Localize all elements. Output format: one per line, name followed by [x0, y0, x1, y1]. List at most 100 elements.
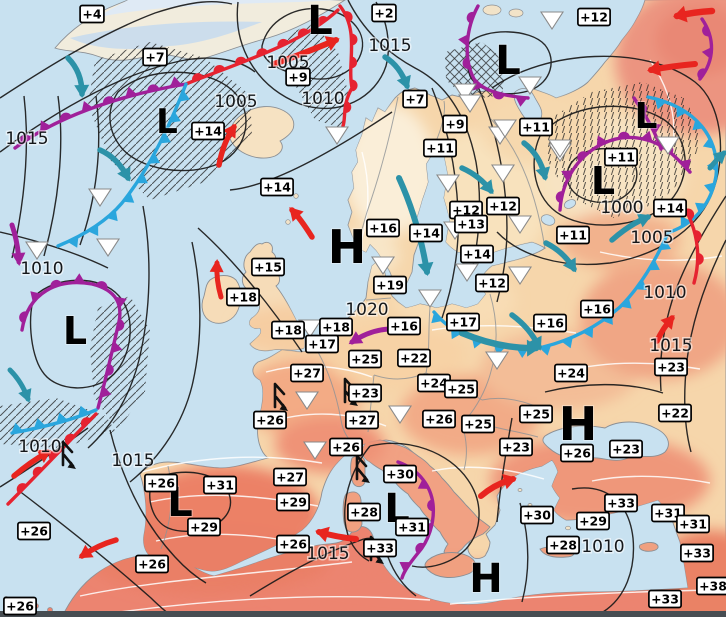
temperature-label: +33: [680, 543, 714, 563]
temperature-label: +23: [348, 383, 382, 403]
temperature-label: +4: [79, 4, 105, 24]
svg-text:+22: +22: [400, 351, 428, 366]
teal-wind-arrow: [458, 329, 540, 357]
svg-text:+30: +30: [386, 467, 414, 482]
svg-text:+7: +7: [405, 92, 424, 107]
svg-text:+11: +11: [607, 150, 635, 165]
svg-text:+16: +16: [390, 319, 418, 334]
isobar-label: 1015: [306, 544, 349, 564]
red-wind-arrow: [289, 207, 315, 240]
temperature-label: +23: [499, 437, 533, 457]
svg-text:+33: +33: [683, 546, 711, 561]
temperature-label: +26: [144, 473, 178, 493]
temperature-label: +26: [329, 437, 363, 457]
isobar-label: 1020: [345, 300, 388, 320]
lake: [563, 199, 577, 209]
temperature-label: +31: [203, 475, 237, 495]
svg-text:+26: +26: [279, 537, 307, 552]
temperature-label: +18: [319, 317, 353, 337]
svg-text:+26: +26: [6, 599, 34, 614]
temperature-label: +13: [454, 214, 488, 234]
temperature-label: +33: [648, 589, 682, 609]
temperature-label: +26: [17, 521, 51, 541]
occluded-front: [13, 76, 188, 150]
temperature-label: +14: [653, 198, 687, 218]
isobar-label: 1010: [581, 537, 624, 557]
temperature-label: +26: [253, 410, 287, 430]
svg-text:+14: +14: [412, 226, 440, 241]
svg-text:+7: +7: [145, 50, 164, 65]
svg-text:+14: +14: [194, 124, 222, 139]
svg-text:+9: +9: [445, 117, 464, 132]
temperature-label: +15: [251, 257, 285, 277]
low-pressure-center: L: [635, 96, 658, 137]
svg-text:+31: +31: [679, 517, 707, 532]
temperature-label: +22: [397, 348, 431, 368]
cold-front: [56, 82, 190, 248]
temperature-label: +25: [348, 349, 382, 369]
high-pressure-center: H: [328, 220, 367, 274]
red-wind-arrow: [315, 526, 359, 543]
svg-text:+33: +33: [607, 496, 635, 511]
temperature-label: +24: [554, 363, 588, 383]
red-wind-arrow: [78, 537, 119, 559]
red-wind-arrow: [209, 259, 224, 300]
cold-front: [10, 405, 98, 435]
isobar-label: 1005: [214, 92, 257, 112]
shower-triangle-icon: [492, 119, 518, 139]
svg-text:+23: +23: [612, 442, 640, 457]
temperature-label: +29: [187, 517, 221, 537]
shower-triangle-icon: [452, 83, 478, 103]
red-wind-arrow: [216, 123, 237, 168]
svg-text:+26: +26: [20, 524, 48, 539]
warm-front: [338, 4, 358, 128]
svg-text:+23: +23: [502, 440, 530, 455]
svg-text:+27: +27: [293, 366, 321, 381]
shower-triangle-icon: [435, 174, 461, 194]
temperature-label: +9: [442, 114, 468, 134]
temperature-label: +14: [260, 177, 294, 197]
svg-text:+9: +9: [288, 70, 307, 85]
shower-triangle-icon: [87, 188, 113, 208]
red-wind-arrow: [654, 314, 675, 344]
isobar-label: 1015: [111, 451, 154, 471]
svg-text:+11: +11: [426, 141, 454, 156]
cold-front: [646, 95, 719, 234]
svg-text:+25: +25: [522, 407, 550, 422]
svg-text:+14: +14: [263, 180, 291, 195]
temperature-label: +16: [533, 313, 567, 333]
svg-text:+2: +2: [374, 6, 393, 21]
red-wind-arrow: [11, 449, 52, 479]
svg-text:+18: +18: [322, 320, 350, 335]
temperature-label: +26: [135, 554, 169, 574]
temperature-label: +22: [658, 403, 692, 423]
shower-triangle-icon: [507, 266, 533, 286]
warm-front: [184, 8, 340, 86]
shower-triangle-icon: [387, 405, 413, 425]
temperature-label: +18: [271, 320, 305, 340]
temperature-label: +26: [560, 443, 594, 463]
red-wind-arrow: [647, 60, 698, 77]
temperature-label: +11: [556, 225, 590, 245]
temperature-label: +16: [387, 316, 421, 336]
teal-wind-arrow: [707, 150, 726, 171]
svg-text:+16: +16: [369, 221, 397, 236]
svg-text:+28: +28: [350, 505, 378, 520]
svg-text:+26: +26: [147, 476, 175, 491]
temperature-label: +25: [461, 414, 495, 434]
svg-text:+24: +24: [557, 366, 585, 381]
svg-text:+23: +23: [657, 360, 685, 375]
purple-wind-arrow: [9, 222, 26, 266]
temperature-label: +7: [142, 47, 168, 67]
teal-wind-arrow: [65, 55, 90, 98]
temperature-label: +7: [402, 89, 428, 109]
svg-text:+13: +13: [457, 217, 485, 232]
temperature-label: +26: [422, 409, 456, 429]
temperature-label: +17: [305, 334, 339, 354]
low-pressure-center: L: [156, 102, 178, 142]
shower-triangle-icon: [655, 136, 681, 156]
purple-wind-arrow: [348, 326, 392, 345]
temperature-label: +12: [577, 7, 611, 27]
temperature-label: +11: [423, 138, 457, 158]
